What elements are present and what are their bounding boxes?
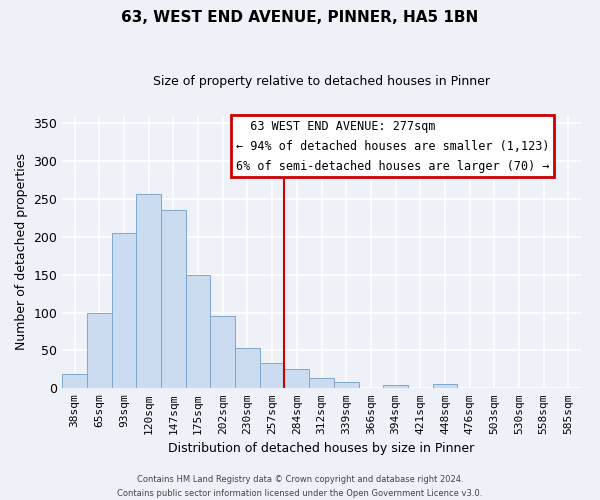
- Bar: [334, 382, 359, 388]
- Bar: [383, 384, 408, 388]
- X-axis label: Distribution of detached houses by size in Pinner: Distribution of detached houses by size …: [169, 442, 475, 455]
- Bar: [433, 384, 457, 388]
- Bar: [136, 194, 161, 388]
- Y-axis label: Number of detached properties: Number of detached properties: [15, 154, 28, 350]
- Bar: [260, 362, 284, 388]
- Text: 63 WEST END AVENUE: 277sqm  
← 94% of detached houses are smaller (1,123)
6% of : 63 WEST END AVENUE: 277sqm ← 94% of deta…: [236, 120, 550, 172]
- Bar: [87, 312, 112, 388]
- Bar: [62, 374, 87, 388]
- Title: Size of property relative to detached houses in Pinner: Size of property relative to detached ho…: [153, 75, 490, 88]
- Bar: [309, 378, 334, 388]
- Bar: [211, 316, 235, 388]
- Bar: [112, 233, 136, 388]
- Bar: [235, 348, 260, 389]
- Bar: [284, 370, 309, 388]
- Bar: [186, 276, 211, 388]
- Text: Contains HM Land Registry data © Crown copyright and database right 2024.
Contai: Contains HM Land Registry data © Crown c…: [118, 476, 482, 498]
- Text: 63, WEST END AVENUE, PINNER, HA5 1BN: 63, WEST END AVENUE, PINNER, HA5 1BN: [121, 10, 479, 25]
- Bar: [161, 210, 186, 388]
